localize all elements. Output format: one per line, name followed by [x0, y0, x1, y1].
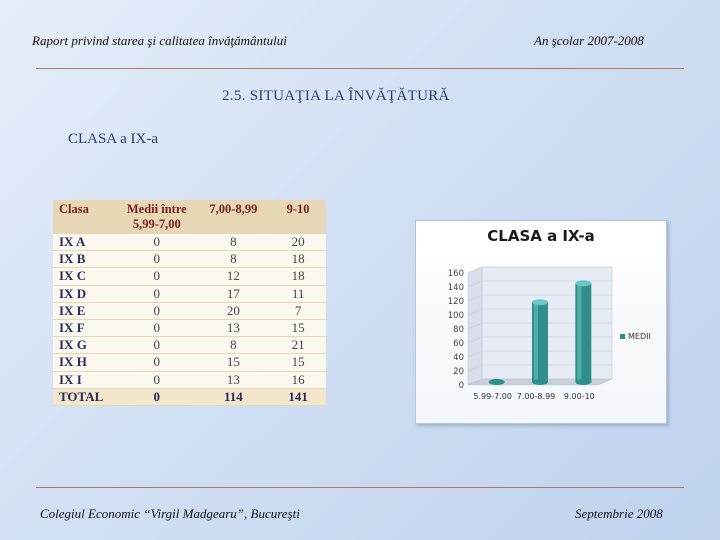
table-row: IX G 0 8 21: [53, 337, 326, 355]
y-tick-label: 60: [453, 339, 464, 349]
table-cell: 0: [117, 268, 197, 286]
col-header-5-7: Medii între 5,99-7,00: [117, 200, 197, 234]
table-row: IX F 0 13 15: [53, 319, 326, 338]
table-row: IX D 0 17 11: [53, 285, 326, 303]
bar-bottom: [575, 379, 592, 385]
footer-school: Colegiul Economic “Virgil Madgearu”, Buc…: [40, 506, 300, 521]
x-tick-label: 7.00-8.99: [517, 392, 556, 401]
table-cell: 8: [196, 234, 271, 252]
x-tick-label: 5.99-7.00: [473, 392, 512, 401]
table-cell: 0: [117, 285, 197, 303]
col-header-9-10: 9-10: [270, 200, 326, 234]
table-cell: 11: [270, 285, 326, 303]
gridline-side: [467, 336, 483, 344]
gridline-side: [467, 294, 483, 302]
gridline-side: [467, 266, 483, 274]
table-cell: 12: [196, 268, 271, 286]
y-tick-label: 100: [448, 311, 464, 321]
bar-flat: [488, 379, 505, 385]
bar: [575, 280, 592, 385]
y-tick-label: 160: [448, 269, 464, 279]
col-header-7-9: 7,00-8,99: [196, 200, 271, 234]
bar: [488, 379, 505, 385]
table-cell: 0: [117, 319, 197, 338]
table-cell: 18: [270, 251, 326, 269]
header-divider: [36, 68, 684, 69]
gridline-side: [467, 308, 483, 316]
table-cell: 0: [117, 337, 197, 355]
grades-table: Clasa Medii între 5,99-7,00 7,00-8,99 9-…: [53, 200, 326, 406]
table-cell: 20: [270, 234, 326, 252]
table-cell: 17: [196, 285, 271, 303]
row-class-name: IX I: [53, 371, 117, 389]
gridline-side: [467, 322, 483, 330]
chart-panel: CLASA a IX-a 0 20 40 60 80 100 120 140 160 5.99-7…: [415, 220, 667, 424]
bar-bottom: [532, 379, 548, 385]
table-cell: 15: [196, 354, 271, 372]
gridline-side: [467, 378, 483, 386]
row-class-name: IX B: [53, 251, 117, 269]
table-row: IX A 0 8 20: [53, 234, 326, 252]
table-row: IX I 0 13 16: [53, 371, 326, 389]
row-class-name: IX D: [53, 285, 117, 303]
table-cell: 0: [117, 251, 197, 269]
class-label: CLASA a IX-a: [68, 131, 158, 147]
table-cell: 16: [270, 371, 326, 389]
table-cell: 0: [117, 371, 197, 389]
y-tick-label: 40: [453, 353, 464, 363]
table-row: IX H 0 15 15: [53, 354, 326, 372]
gridline-side: [467, 364, 483, 372]
table-cell: 0: [117, 354, 197, 372]
bar-top: [532, 299, 548, 306]
row-class-name: IX E: [53, 302, 117, 320]
table-cell: 21: [270, 337, 326, 355]
y-tick-label: 80: [453, 325, 464, 335]
table-cell: 8: [196, 251, 271, 269]
bar-chart: 0 20 40 60 80 100 120 140 160 5.99-7.00 7.00-8.99 9…: [448, 266, 651, 401]
y-tick-label: 0: [459, 381, 464, 391]
table-cell: 15: [270, 354, 326, 372]
table-cell: 8: [196, 337, 271, 355]
row-class-name: TOTAL: [53, 388, 117, 406]
gridline-side: [467, 280, 483, 288]
table-cell: 0: [117, 234, 197, 252]
y-tick-label: 120: [448, 297, 464, 307]
table-cell: 20: [196, 302, 271, 320]
row-class-name: IX H: [53, 354, 117, 372]
bar-top: [575, 280, 592, 287]
legend-swatch: [620, 334, 625, 339]
table-cell: 13: [196, 371, 271, 389]
gridline-side: [467, 350, 483, 358]
y-tick-label: 140: [448, 283, 464, 293]
table-row: IX C 0 12 18: [53, 268, 326, 286]
chart-title: CLASA a IX-a: [487, 227, 595, 245]
table-row: IX E 0 20 7: [53, 302, 326, 320]
table-row: IX B 0 8 18: [53, 251, 326, 269]
row-class-name: IX F: [53, 319, 117, 338]
row-class-name: IX A: [53, 234, 117, 252]
footer-divider: [36, 487, 684, 488]
table-cell: 141: [270, 388, 326, 406]
bar-highlight: [534, 302, 538, 382]
table-cell: 18: [270, 268, 326, 286]
section-title: 2.5. SITUAŢIA LA ÎNVĂŢĂTURĂ: [222, 88, 450, 104]
col-header-class: Clasa: [53, 200, 117, 234]
header-school-year: An şcolar 2007-2008: [534, 33, 644, 48]
header-report-title: Raport privind starea şi calitatea învăţ…: [32, 33, 287, 48]
x-tick-label: 9.00-10: [564, 392, 595, 401]
y-tick-label: 20: [453, 367, 464, 377]
legend-label: MEDII: [628, 332, 651, 341]
table-cell: 15: [270, 319, 326, 338]
table-total-row: TOTAL 0 114 141: [53, 388, 326, 406]
bar: [532, 299, 548, 385]
table-cell: 0: [117, 302, 197, 320]
footer-date: Septembrie 2008: [575, 506, 663, 521]
table-cell: 0: [117, 388, 197, 406]
row-class-name: IX G: [53, 337, 117, 355]
table-cell: 13: [196, 319, 271, 338]
row-class-name: IX C: [53, 268, 117, 286]
bar-highlight: [577, 283, 582, 382]
table-cell: 7: [270, 302, 326, 320]
table-cell: 114: [196, 388, 271, 406]
